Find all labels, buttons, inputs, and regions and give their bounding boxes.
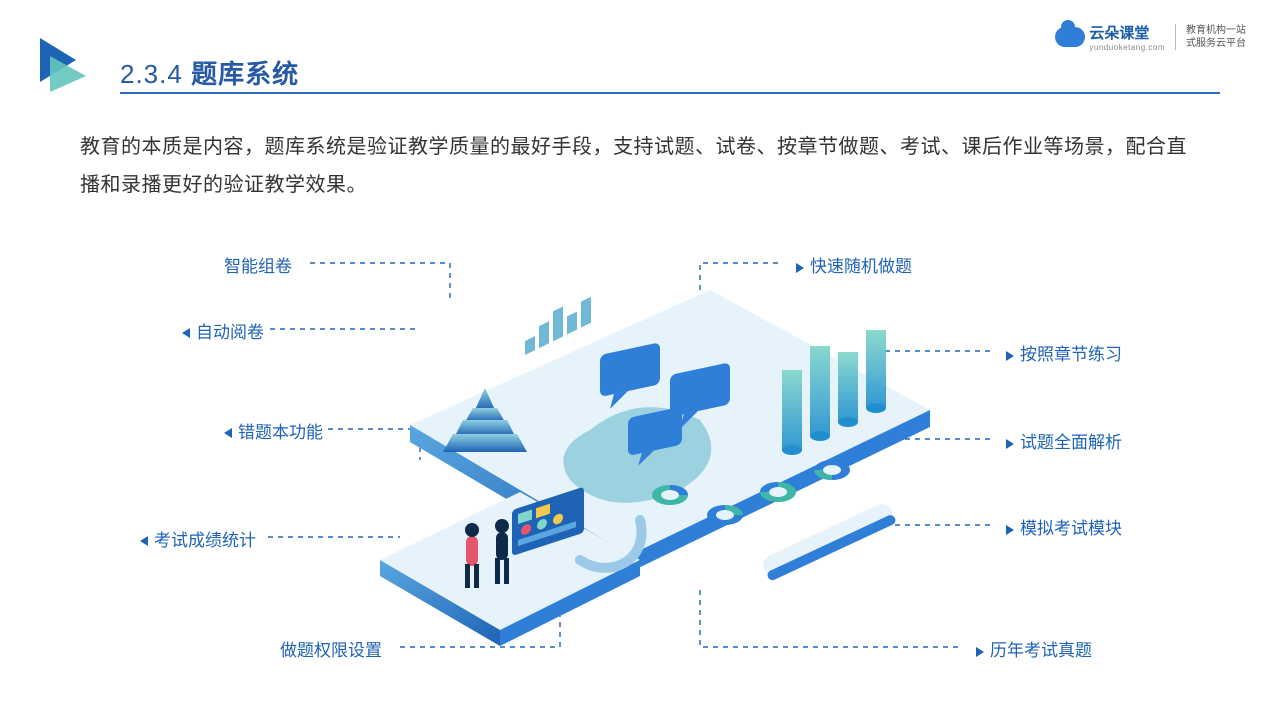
section-number: 2.3.4 — [120, 59, 183, 89]
feature-smart-compose: 智能组卷 — [224, 252, 292, 277]
brand-domain: yunduoketang.com — [1089, 43, 1165, 52]
cloud-icon — [1055, 27, 1085, 47]
feature-chapter-practice: 按照章节练习 — [1000, 340, 1122, 365]
pill-button-icon — [760, 501, 897, 582]
isometric-illustration — [340, 260, 940, 660]
feature-full-analysis: 试题全面解析 — [1000, 428, 1122, 453]
feature-past-papers: 历年考试真题 — [970, 636, 1092, 661]
section-title: 2.3.4 题库系统 — [120, 54, 299, 91]
barchart-icon — [525, 293, 591, 355]
brand-logo: 云朵课堂 yunduoketang.com 教育机构一站 式服务云平台 — [1055, 22, 1246, 52]
intro-paragraph: 教育的本质是内容，题库系统是验证教学质量的最好手段，支持试题、试卷、按章节做题、… — [80, 128, 1200, 204]
feature-auto-grade: 自动阅卷 — [182, 318, 264, 343]
brand-mark: 云朵课堂 yunduoketang.com — [1055, 22, 1165, 52]
header-arrow-icon — [36, 36, 92, 97]
brand-tagline: 教育机构一站 式服务云平台 — [1175, 24, 1246, 50]
header-rule — [120, 92, 1220, 94]
feature-score-stats: 考试成绩统计 — [140, 526, 256, 551]
feature-diagram: 智能组卷 自动阅卷 错题本功能 考试成绩统计 做题权限设置 快速随机做题 按照章… — [0, 230, 1280, 700]
brand-name: 云朵课堂 — [1089, 22, 1165, 43]
section-title-text: 题库系统 — [191, 59, 299, 89]
feature-wrong-book: 错题本功能 — [224, 418, 323, 443]
feature-mock-exam: 模拟考试模块 — [1000, 514, 1122, 539]
